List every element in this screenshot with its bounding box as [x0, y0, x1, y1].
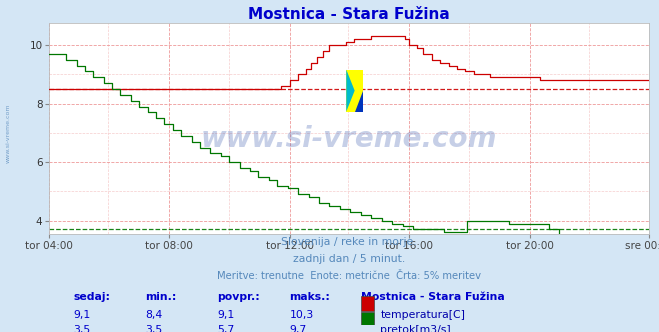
- Text: zadnji dan / 5 minut.: zadnji dan / 5 minut.: [293, 254, 405, 264]
- Text: Slovenija / reke in morje.: Slovenija / reke in morje.: [281, 237, 417, 247]
- Text: Meritve: trenutne  Enote: metrične  Črta: 5% meritev: Meritve: trenutne Enote: metrične Črta: …: [217, 271, 481, 281]
- Title: Mostnica - Stara Fužina: Mostnica - Stara Fužina: [248, 7, 450, 22]
- Text: maks.:: maks.:: [289, 292, 330, 302]
- Text: 9,1: 9,1: [73, 310, 91, 320]
- Text: 5,7: 5,7: [217, 325, 235, 332]
- Text: povpr.:: povpr.:: [217, 292, 260, 302]
- Text: 9,7: 9,7: [289, 325, 306, 332]
- Bar: [346, 70, 363, 112]
- Text: temperatura[C]: temperatura[C]: [380, 310, 465, 320]
- Text: pretok[m3/s]: pretok[m3/s]: [380, 325, 451, 332]
- Text: www.si-vreme.com: www.si-vreme.com: [201, 125, 498, 153]
- Text: 8,4: 8,4: [146, 310, 163, 320]
- Text: 10,3: 10,3: [289, 310, 314, 320]
- Polygon shape: [346, 70, 355, 112]
- Bar: [361, 312, 374, 326]
- Bar: [361, 296, 374, 311]
- Text: 3,5: 3,5: [73, 325, 91, 332]
- Text: 9,1: 9,1: [217, 310, 235, 320]
- Text: 3,5: 3,5: [146, 325, 163, 332]
- Text: min.:: min.:: [146, 292, 177, 302]
- Polygon shape: [355, 91, 363, 112]
- Text: Mostnica - Stara Fužina: Mostnica - Stara Fužina: [361, 292, 505, 302]
- Text: sedaj:: sedaj:: [73, 292, 111, 302]
- Text: www.si-vreme.com: www.si-vreme.com: [6, 103, 11, 163]
